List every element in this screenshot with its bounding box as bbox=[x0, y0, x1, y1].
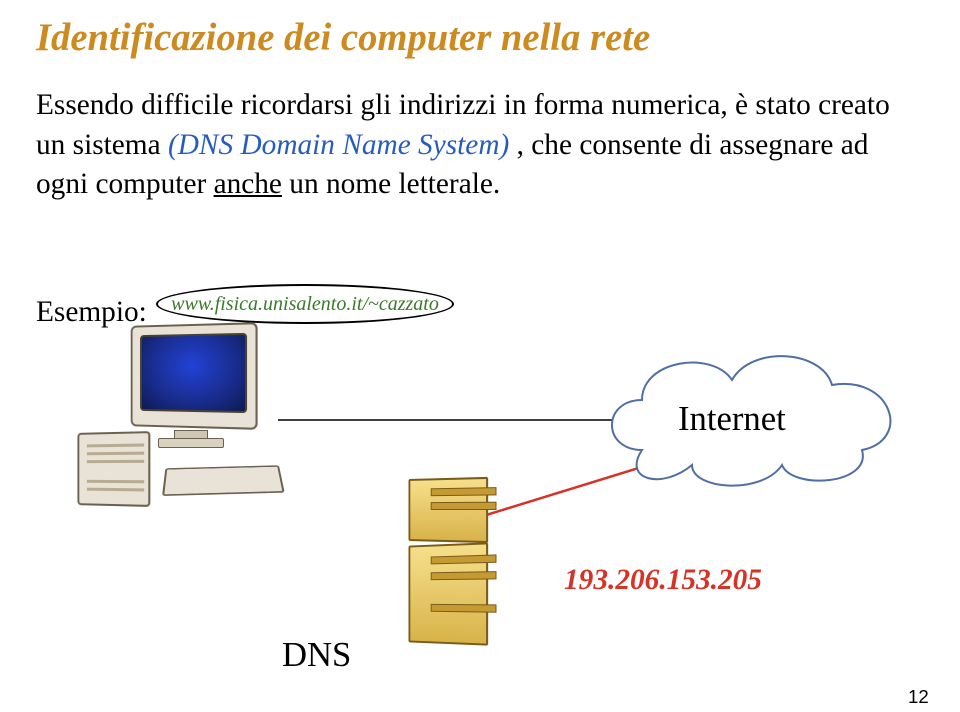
internet-label: Internet bbox=[678, 400, 786, 439]
slide-title: Identificazione dei computer nella rete bbox=[36, 16, 650, 60]
dns-label: DNS bbox=[282, 636, 351, 675]
page-number: 12 bbox=[908, 686, 929, 708]
example-url: www.fisica.unisalento.it/~cazzato bbox=[171, 293, 439, 316]
server-icon bbox=[392, 478, 512, 678]
body-paragraph: Essendo difficile ricordarsi gli indiriz… bbox=[36, 86, 896, 205]
url-oval: www.fisica.unisalento.it/~cazzato bbox=[156, 284, 454, 324]
computer-icon bbox=[76, 324, 286, 524]
para-post: un nome letterale. bbox=[289, 168, 500, 200]
para-underlined: anche bbox=[214, 168, 282, 200]
ip-address: 193.206.153.205 bbox=[564, 564, 762, 597]
dns-acronym: (DNS Domain Name System) bbox=[168, 129, 509, 161]
